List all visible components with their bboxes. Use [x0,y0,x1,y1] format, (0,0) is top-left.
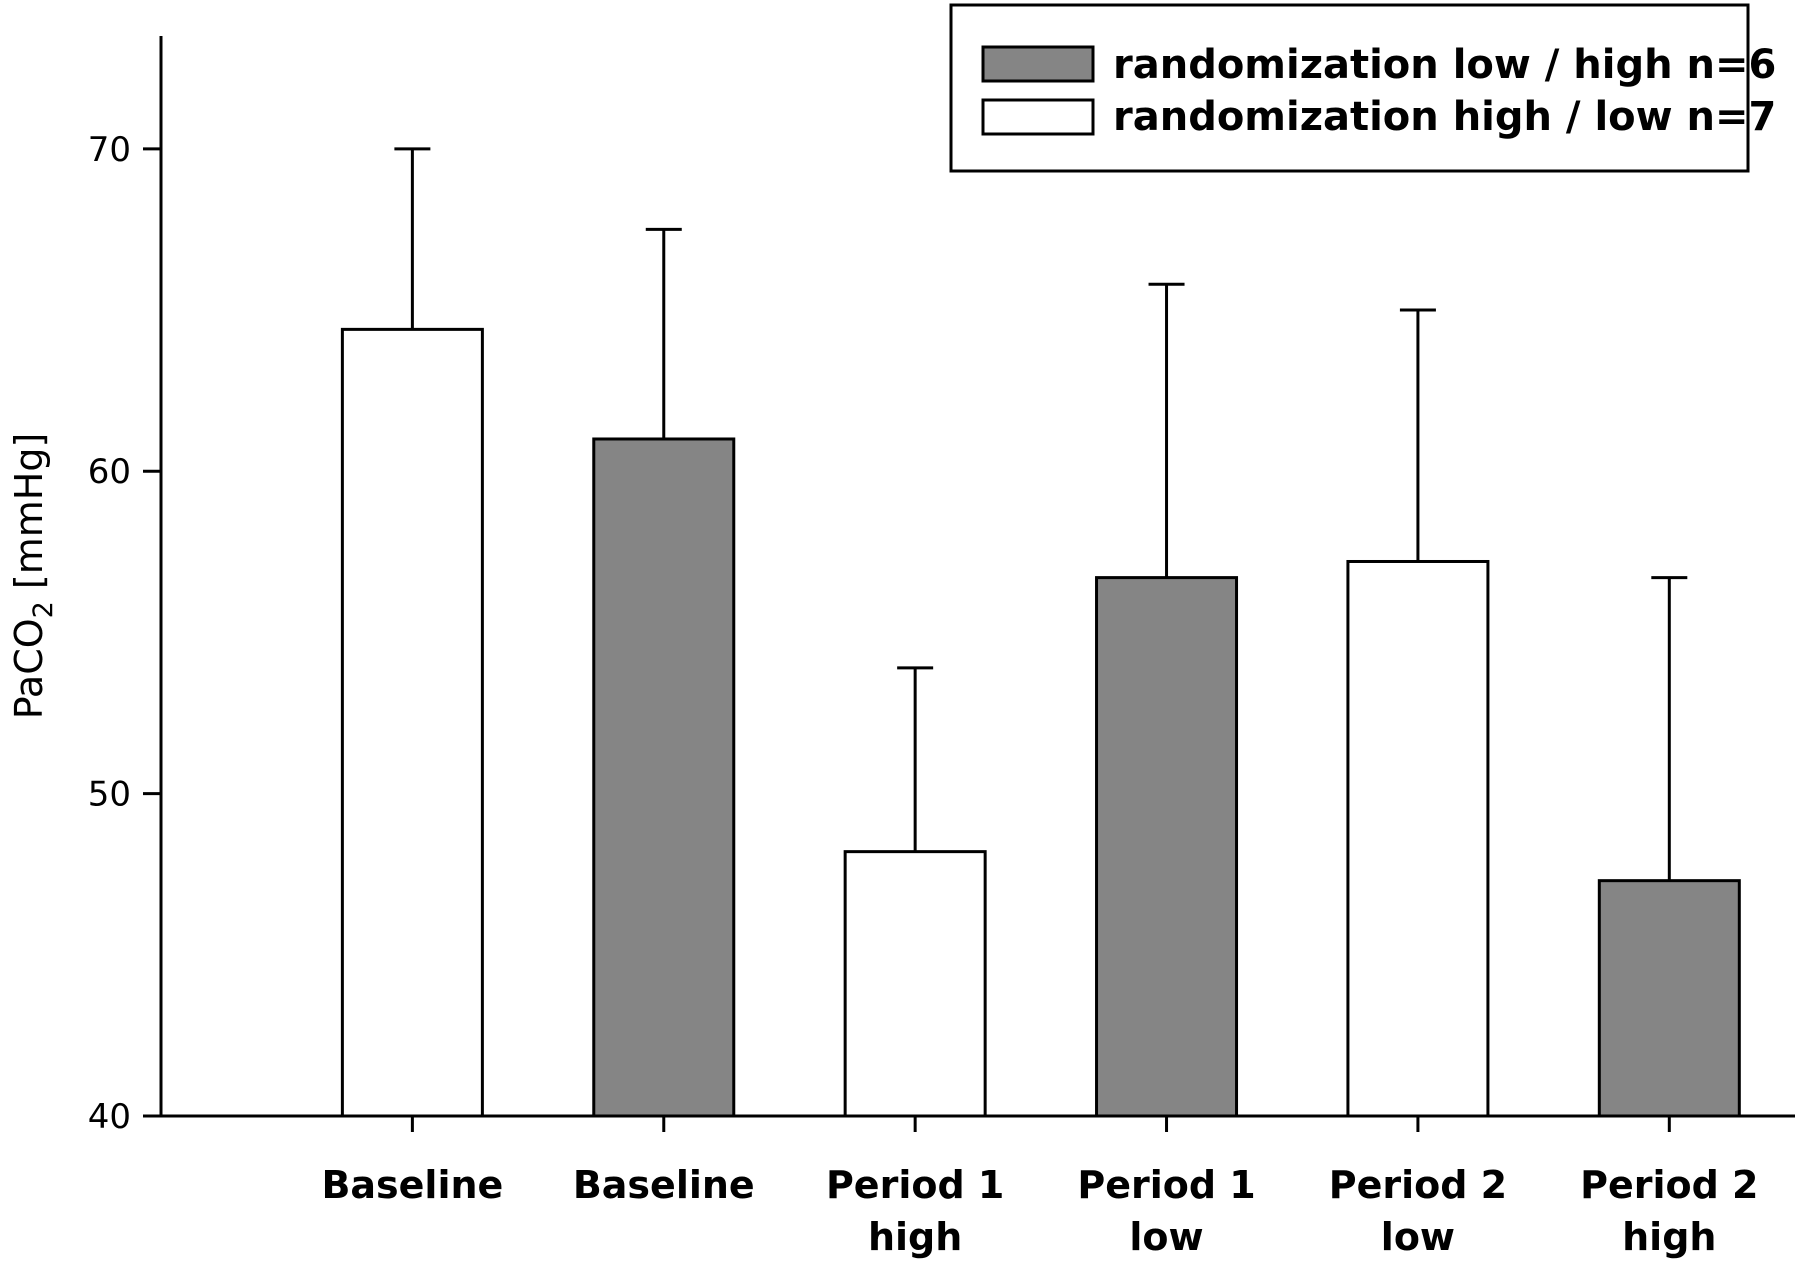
y-axis-title: PaCO2 [mmHg] [7,433,59,720]
y-tick-label: 70 [88,130,131,170]
x-category-label: Period 1 [1077,1163,1255,1207]
legend-label-high-low: randomization high / low n=7 [1113,94,1776,140]
x-category-label: high [1622,1215,1716,1259]
error-bars-layer [394,147,1688,881]
y-axis-title-main: PaCO [7,618,51,719]
x-category-label: Period 2 [1580,1163,1758,1207]
y-tick-label: 50 [88,775,131,815]
axes-layer [159,36,1795,1118]
x-category-label: low [1129,1215,1203,1259]
x-category-label: high [868,1215,962,1259]
x-category-label: Baseline [573,1163,755,1207]
legend-box [949,3,1750,173]
y-axis-title-subscript: 2 [28,601,59,618]
bar [1095,576,1239,1118]
y-tick-label: 40 [88,1097,131,1137]
bar [592,437,736,1118]
x-category-label: Period 1 [826,1163,1004,1207]
bar [340,327,484,1118]
x-category-label: Baseline [321,1163,503,1207]
y-axis-title-unit: [mmHg] [7,433,51,601]
legend-label-low-high: randomization low / high n=6 [1113,42,1776,88]
x-category-label: Period 2 [1329,1163,1507,1207]
legend-swatch-low-high [981,45,1095,83]
y-ticks-layer: 40 50 60 70 [88,130,161,1137]
bar [1346,559,1490,1118]
bar [843,850,987,1118]
legend-swatch-high-low [981,98,1095,136]
legend: randomization low / high n=6 randomizati… [949,3,1776,173]
x-category-label: low [1381,1215,1455,1259]
bar [1597,879,1741,1118]
x-labels-layer: Baseline Baseline Period 1 high Period 1 low P… [321,1116,1758,1259]
y-tick-label: 60 [88,452,131,492]
bars-layer [340,327,1741,1118]
